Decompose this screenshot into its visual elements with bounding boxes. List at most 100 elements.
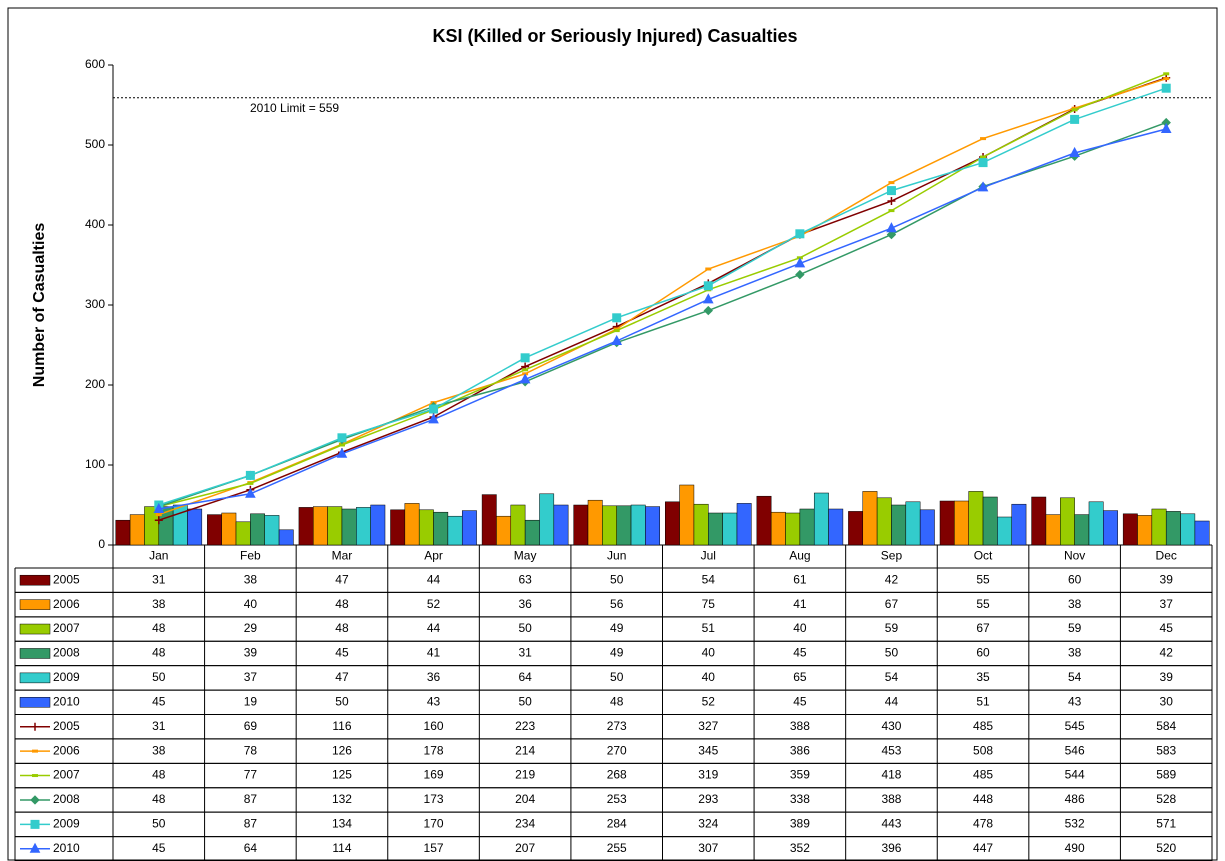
- table-cell: 447: [973, 841, 993, 855]
- x-tick-label: Mar: [332, 549, 353, 563]
- legend-key: [19, 623, 51, 635]
- marker: [428, 413, 439, 424]
- table-cell: 544: [1065, 768, 1085, 782]
- bar: [313, 506, 328, 546]
- marker: [795, 229, 805, 239]
- bar: [341, 508, 357, 546]
- y-tick-label: 0: [98, 537, 105, 551]
- bar: [982, 496, 998, 546]
- table-cell: 55: [976, 572, 990, 586]
- table-cell: 60: [1068, 572, 1082, 586]
- table-cell: 293: [698, 792, 718, 806]
- table-cell: 44: [427, 621, 441, 635]
- table-cell: 50: [518, 621, 532, 635]
- bar: [919, 509, 935, 546]
- table-cell: 47: [335, 670, 349, 684]
- bar: [756, 495, 772, 546]
- table-cell: 50: [152, 817, 166, 831]
- table-cell: 36: [518, 597, 532, 611]
- table-cell: 132: [332, 792, 352, 806]
- bar: [813, 492, 829, 546]
- table-cell: 43: [427, 694, 441, 708]
- bar: [1060, 497, 1075, 546]
- table-cell: 39: [244, 646, 258, 660]
- table-cell: 54: [885, 670, 899, 684]
- bar: [891, 504, 907, 546]
- x-tick-label: Feb: [240, 549, 261, 563]
- marker: [336, 447, 348, 458]
- table-cell: 169: [424, 768, 444, 782]
- bar: [573, 504, 589, 546]
- legend-key: [19, 648, 51, 659]
- chart-title: KSI (Killed or Seriously Injured) Casual…: [432, 26, 797, 46]
- marker: [1069, 146, 1080, 157]
- marker: [520, 353, 530, 363]
- table-cell: 45: [793, 646, 807, 660]
- bar: [722, 512, 738, 546]
- marker: [887, 197, 896, 205]
- table-cell: 443: [881, 817, 901, 831]
- legend-label: 2005: [53, 572, 80, 586]
- legend-marker: [30, 819, 40, 829]
- table-cell: 87: [244, 817, 258, 831]
- table-cell: 48: [610, 694, 624, 708]
- table-cell: 38: [1068, 646, 1082, 660]
- marker: [703, 305, 713, 316]
- bar: [207, 514, 222, 546]
- bar: [298, 507, 314, 546]
- table-cell: 114: [332, 841, 351, 855]
- bar: [481, 494, 497, 546]
- table-cell: 78: [244, 743, 258, 757]
- legend-marker: [31, 722, 39, 731]
- bar: [496, 515, 512, 546]
- bar: [1122, 513, 1138, 546]
- bar: [664, 501, 680, 546]
- table-cell: 45: [152, 841, 166, 855]
- marker: [1070, 114, 1080, 124]
- table-cell: 42: [1160, 646, 1174, 660]
- line: [158, 73, 1167, 508]
- table-cell: 75: [702, 597, 716, 611]
- table-cell: 44: [885, 694, 899, 708]
- table-cell: 284: [607, 817, 627, 831]
- table-cell: 50: [610, 572, 624, 586]
- table-cell: 214: [515, 743, 535, 757]
- limit-label: 2010 Limit = 559: [250, 101, 339, 115]
- table-cell: 51: [976, 694, 990, 708]
- bar: [799, 508, 815, 546]
- table-cell: 38: [152, 597, 166, 611]
- table-cell: 64: [244, 841, 258, 855]
- y-tick-label: 500: [85, 137, 105, 151]
- bar: [602, 505, 617, 546]
- legend-label: 2008: [53, 646, 80, 660]
- table-cell: 40: [793, 621, 807, 635]
- table-cell: 50: [610, 670, 624, 684]
- legend-marker: [30, 795, 40, 805]
- table-cell: 448: [973, 792, 993, 806]
- table-cell: 160: [424, 719, 444, 733]
- legend-label: 2007: [53, 621, 80, 635]
- bar: [235, 521, 251, 546]
- table-cell: 545: [1065, 719, 1085, 733]
- bar: [1103, 510, 1118, 546]
- table-cell: 38: [152, 743, 166, 757]
- bar: [1180, 513, 1196, 546]
- marker: [977, 181, 989, 192]
- table-cell: 50: [885, 646, 899, 660]
- chart-border: [7, 7, 1218, 861]
- table-cell: 87: [244, 792, 258, 806]
- bar: [553, 504, 569, 546]
- table-cell: 345: [698, 743, 718, 757]
- table-cell: 126: [332, 743, 352, 757]
- legend-marker: [29, 842, 41, 853]
- table-cell: 207: [515, 841, 535, 855]
- table-cell: 56: [610, 597, 624, 611]
- table-cell: 31: [152, 719, 166, 733]
- table-cell: 173: [424, 792, 444, 806]
- table-cell: 204: [515, 792, 535, 806]
- x-tick-label: May: [514, 549, 537, 563]
- table-cell: 327: [698, 719, 718, 733]
- bar: [679, 484, 695, 546]
- table-cell: 31: [518, 646, 532, 660]
- marker: [978, 158, 988, 168]
